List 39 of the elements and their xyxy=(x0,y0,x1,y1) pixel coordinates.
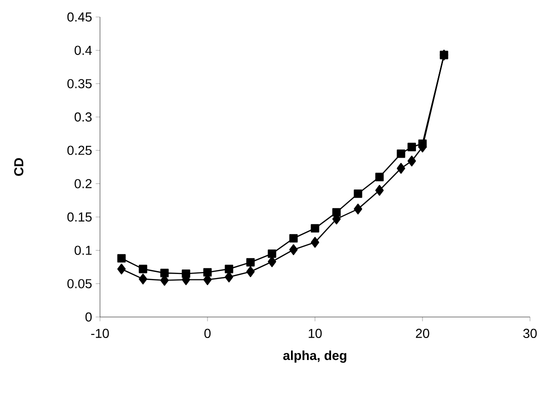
y-tick-label: 0.25 xyxy=(67,146,92,155)
y-tick-label: 0.35 xyxy=(67,79,92,88)
point xyxy=(354,189,362,198)
y-tick-label: 0.15 xyxy=(67,212,92,222)
y-tick-label: 0.45 xyxy=(67,12,92,22)
point xyxy=(268,249,276,258)
point xyxy=(408,142,416,152)
x-tick-label: 30 xyxy=(523,328,537,338)
x-axis-title: alpha, deg xyxy=(283,350,346,363)
point xyxy=(408,156,416,166)
x-tick-label: -10 xyxy=(91,328,109,338)
point xyxy=(246,258,255,267)
y-tick-label: 0.3 xyxy=(74,112,92,122)
y-tick-label: 0.2 xyxy=(74,179,92,188)
point xyxy=(268,256,276,268)
point xyxy=(396,149,406,158)
point xyxy=(310,236,320,248)
point xyxy=(203,268,212,277)
point xyxy=(375,184,384,196)
x-tick-label: 20 xyxy=(416,328,430,338)
point xyxy=(117,254,126,263)
point xyxy=(289,234,298,243)
point xyxy=(354,204,362,214)
point xyxy=(396,162,406,174)
y-tick-label: 0 xyxy=(85,312,92,322)
x-tick-label: 10 xyxy=(308,328,322,338)
point xyxy=(138,274,148,284)
y-tick-label: 0.1 xyxy=(74,246,92,255)
point xyxy=(117,264,126,274)
point xyxy=(138,264,148,274)
y-tick-label: 0.4 xyxy=(74,46,92,55)
point xyxy=(375,172,384,182)
y-tick-label: 0.05 xyxy=(67,279,92,288)
x-tick-label: 0 xyxy=(204,328,211,338)
point xyxy=(289,244,298,256)
point xyxy=(224,272,234,282)
point xyxy=(310,224,320,233)
y-axis-title: CD xyxy=(14,158,24,176)
point xyxy=(246,266,255,278)
